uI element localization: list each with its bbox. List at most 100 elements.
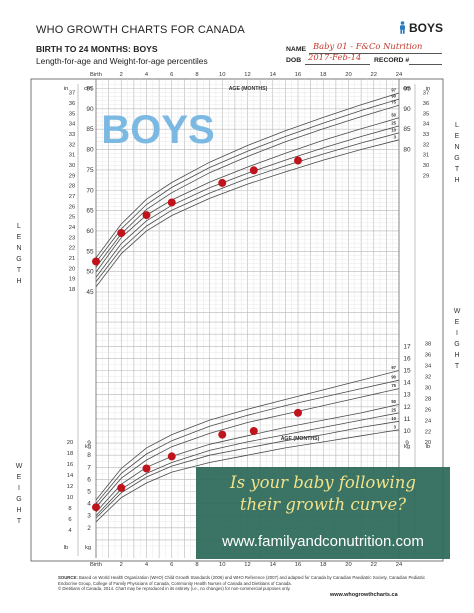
weight-unit-kg-left: kg [85, 444, 91, 450]
length-cm-tick: 75 [86, 167, 94, 174]
percentile-label-25: 25 [391, 120, 396, 125]
percentile-label-90: 90 [391, 94, 396, 99]
weight-percentile-curves: 97 90 75 50 25 10 3 [95, 365, 400, 523]
age-tick-label-bottom: 8 [195, 562, 198, 568]
percentile-label-97: 97 [391, 365, 396, 370]
footer-source-text: Based on World Health Organization (WHO)… [58, 575, 426, 586]
weight-unit-lb-left: lb [64, 545, 69, 551]
age-tick-label-bottom: 22 [371, 562, 377, 568]
weight-lb-tick-left: 20 [67, 440, 73, 446]
weight-axis-label-right: G [454, 341, 459, 348]
weight-axis-label-left: W [16, 463, 23, 470]
length-in-tick-left: 24 [69, 225, 76, 231]
age-tick-label-bottom: 10 [219, 562, 225, 568]
length-in-tick-left: 35 [69, 111, 75, 117]
age-tick-label-top: 6 [170, 72, 173, 78]
weight-kg-tick-left: 4 [87, 501, 91, 508]
length-in-tick-left: 27 [69, 194, 75, 200]
percentile-label-90: 90 [391, 375, 396, 380]
length-in-tick-right: 35 [423, 111, 429, 117]
weight-kg-tick-left: 6 [87, 476, 91, 483]
weight-lb-tick-right: 28 [425, 396, 431, 402]
length-in-tick-right: 33 [423, 132, 429, 138]
weight-kg-tick-left: 7 [87, 464, 91, 471]
percentile-curve-97 [95, 92, 400, 259]
length-in-tick-left: 22 [69, 246, 75, 252]
weight-lb-tick-left: 14 [67, 473, 74, 479]
dob-field[interactable]: 2017-Feb-14 [308, 52, 362, 62]
weight-unit-kg-right: kg [404, 444, 410, 450]
length-unit-in-right: in [426, 86, 431, 92]
dob-label: DOB [286, 57, 302, 64]
length-axis-label-right: L [455, 122, 459, 129]
length-in-tick-right: 29 [423, 173, 429, 179]
weight-lb-tick-right: 36 [425, 352, 431, 358]
age-tick-label-top: 2 [120, 72, 123, 78]
percentile-curve-97 [95, 370, 400, 501]
length-cm-tick: 45 [86, 289, 94, 296]
percentile-curve-10 [95, 132, 400, 283]
age-tick-label-bottom: 18 [320, 562, 326, 568]
promo-overlay [196, 467, 450, 559]
percentile-label-3: 3 [394, 134, 397, 139]
length-in-tick-left: 34 [69, 122, 76, 128]
percentile-curve-10 [95, 420, 400, 519]
length-cm-tick: 55 [86, 248, 94, 255]
weight-data-point [218, 430, 227, 439]
boys-watermark: BOYS [101, 108, 214, 152]
length-axis-label-right: E [455, 133, 460, 140]
weight-kg-tick-right: 15 [403, 368, 411, 375]
age-tick-label-bottom: 16 [295, 562, 301, 568]
length-in-tick-left: 36 [69, 101, 75, 107]
weight-kg-tick-left: 2 [87, 525, 91, 532]
weight-axis-label-left: T [17, 518, 22, 525]
length-in-tick-left: 20 [69, 266, 75, 272]
percentile-curve-75 [95, 104, 400, 268]
weight-lb-tick-left: 12 [67, 484, 73, 490]
weight-lb-tick-right: 30 [425, 385, 431, 391]
length-in-tick-left: 23 [69, 235, 75, 241]
weight-axis-label-left: H [16, 507, 21, 514]
weight-axis-label-right: H [454, 352, 459, 359]
chart-frame [30, 78, 444, 562]
weight-data-point [117, 483, 126, 492]
weight-data-point [167, 452, 176, 461]
record-label: RECORD # [374, 57, 410, 64]
promo-url[interactable]: www.familyandconutrition.com [222, 533, 424, 550]
chart-subtitle: BIRTH TO 24 MONTHS: BOYS [36, 44, 158, 54]
length-cm-tick: 95 [86, 86, 94, 93]
length-in-tick-left: 29 [69, 173, 75, 179]
weight-data-point [249, 427, 258, 435]
length-axis-label-right: T [455, 166, 460, 173]
length-data-point [167, 198, 176, 207]
weight-lb-tick-left: 18 [67, 451, 73, 457]
length-in-tick-left: 31 [69, 153, 75, 159]
length-axis-label-left: L [17, 223, 21, 230]
footer-url[interactable]: www.whogrowthcharts.ca [330, 592, 398, 598]
boys-badge-label: BOYS [409, 21, 444, 35]
weight-axis-label-left: E [17, 474, 22, 481]
weight-kg-tick-right: 12 [403, 404, 411, 411]
length-cm-tick-right: 90 [403, 106, 411, 113]
length-axis-label-right: H [454, 177, 459, 184]
weight-axis-label-right: E [455, 319, 460, 326]
footer-copyright: © Dietitians of Canada, 2014. Chart may … [58, 586, 291, 592]
age-tick-label-top: 10 [219, 72, 225, 78]
age-tick-label-top: 14 [270, 72, 277, 78]
name-label: NAME [286, 46, 307, 53]
promo-line-1: Is your baby following [230, 473, 416, 492]
length-axis-label-left: T [17, 267, 22, 274]
name-field[interactable]: Baby 01 - F&Co Nutrition [313, 41, 423, 51]
weight-lb-tick-left: 6 [68, 517, 71, 523]
length-axis-label-left: G [16, 256, 21, 263]
percentile-label-97: 97 [391, 87, 396, 92]
length-data-point [142, 211, 151, 220]
length-axis-label-left: N [16, 245, 21, 252]
weight-unit-kg-left-bottom: kg [85, 545, 91, 551]
length-in-tick-right: 30 [423, 163, 429, 169]
promo-line-2: their growth curve? [239, 495, 407, 514]
length-in-tick-left: 32 [69, 142, 75, 148]
weight-lb-tick-left: 10 [67, 495, 73, 501]
age-tick-label-top: 20 [345, 72, 351, 78]
weight-lb-tick-right: 22 [425, 429, 431, 435]
